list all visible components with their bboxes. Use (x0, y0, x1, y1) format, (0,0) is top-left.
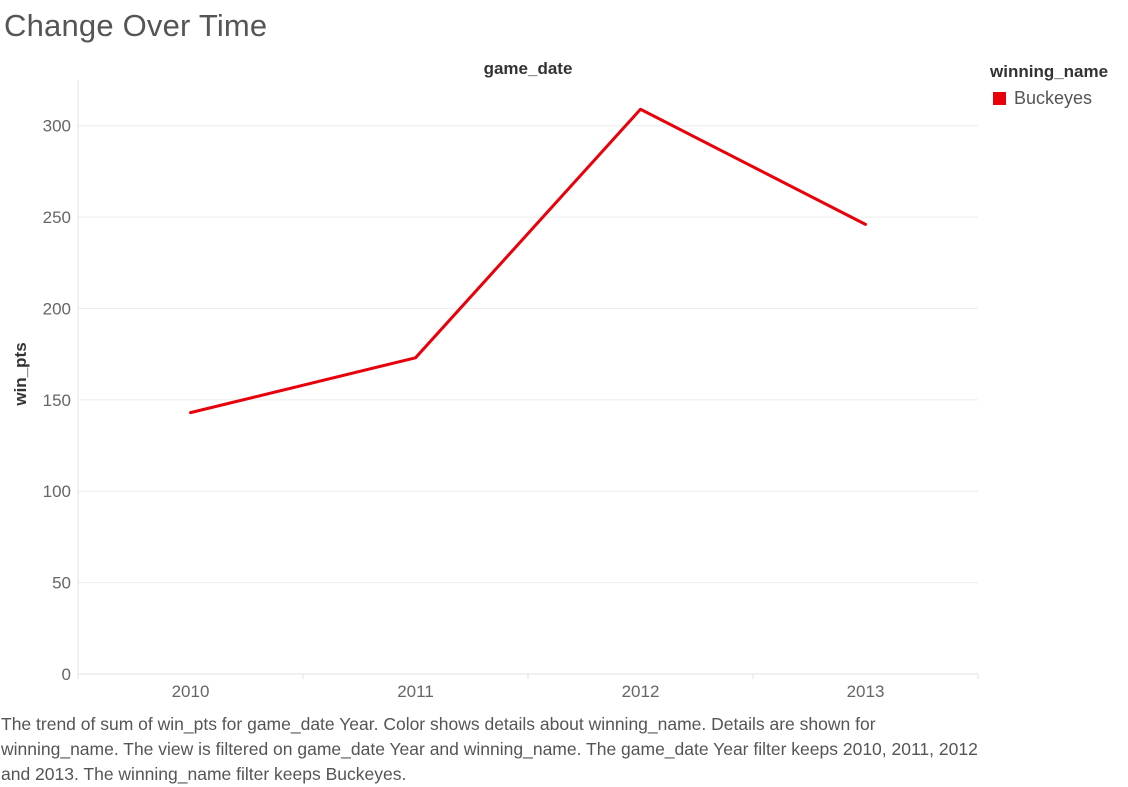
chart-caption: The trend of sum of win_pts for game_dat… (1, 714, 978, 784)
y-axis-label: win_pts (11, 342, 30, 406)
legend: winning_name Buckeyes (990, 62, 1108, 109)
y-tick-label: 200 (43, 299, 71, 318)
y-tick-label: 100 (43, 482, 71, 501)
y-tick-label: 250 (43, 208, 71, 227)
x-tick-label: 2011 (397, 682, 434, 701)
legend-items: Buckeyes (990, 88, 1108, 109)
y-tick-label: 300 (43, 117, 71, 136)
series-line-buckeyes[interactable] (189, 107, 867, 415)
legend-label: Buckeyes (1014, 88, 1093, 108)
legend-title: winning_name (990, 62, 1109, 81)
x-tick-labels: 2010 2011 2012 2013 (172, 682, 885, 701)
x-tick-label: 2013 (847, 682, 885, 701)
y-tick-labels: 0 50 100 150 200 250 300 (43, 117, 71, 684)
y-tick-label: 150 (43, 391, 71, 410)
x-tick-label: 2010 (172, 682, 210, 701)
y-tick-label: 50 (52, 574, 71, 593)
axes (77, 80, 979, 679)
line-chart: 0 50 100 150 200 250 300 2010 2011 2012 2013 game… (11, 59, 979, 701)
chart-title: Change Over Time (4, 8, 268, 43)
gridlines (78, 125, 978, 584)
legend-item[interactable]: Buckeyes (990, 88, 1108, 109)
series-lines (189, 107, 867, 415)
legend-swatch (993, 92, 1006, 105)
x-tick-label: 2012 (622, 682, 660, 701)
y-tick-label: 0 (62, 665, 71, 684)
x-axis-header: game_date (484, 59, 573, 78)
